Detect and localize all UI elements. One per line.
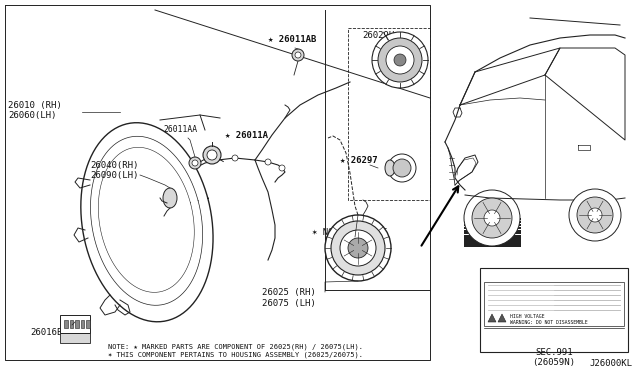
Text: HIGH VOLTAGE: HIGH VOLTAGE bbox=[510, 314, 545, 319]
Text: 26025 (RH): 26025 (RH) bbox=[262, 288, 316, 297]
Text: 26075 (LH): 26075 (LH) bbox=[262, 299, 316, 308]
Text: 26090(LH): 26090(LH) bbox=[90, 171, 138, 180]
Circle shape bbox=[388, 154, 416, 182]
Text: NOTE: ★ MARKED PARTS ARE COMPONENT OF 26025(RH) / 26075(LH).: NOTE: ★ MARKED PARTS ARE COMPONENT OF 26… bbox=[108, 343, 363, 350]
Text: ✶ THIS COMPONENT PERTAINS TO HOUSING ASSEMBLY (26025/26075).: ✶ THIS COMPONENT PERTAINS TO HOUSING ASS… bbox=[108, 351, 363, 357]
Polygon shape bbox=[488, 314, 496, 322]
Circle shape bbox=[340, 230, 376, 266]
Circle shape bbox=[378, 38, 422, 82]
Bar bbox=[81, 320, 84, 328]
Circle shape bbox=[394, 54, 406, 66]
Bar bbox=[480, 268, 628, 352]
Circle shape bbox=[331, 221, 385, 275]
Text: 26060(LH): 26060(LH) bbox=[8, 111, 56, 120]
Circle shape bbox=[348, 238, 368, 258]
Bar bbox=[60, 315, 90, 333]
Circle shape bbox=[203, 146, 221, 164]
Ellipse shape bbox=[385, 160, 395, 176]
Bar bbox=[484, 282, 624, 326]
Circle shape bbox=[569, 189, 621, 241]
Bar bbox=[60, 333, 90, 343]
Circle shape bbox=[464, 190, 520, 246]
Text: 26011AA: 26011AA bbox=[163, 125, 197, 134]
Circle shape bbox=[472, 198, 512, 238]
Text: 26016E: 26016E bbox=[30, 328, 62, 337]
Circle shape bbox=[292, 49, 304, 61]
Circle shape bbox=[189, 157, 201, 169]
Circle shape bbox=[265, 159, 271, 165]
Circle shape bbox=[192, 160, 198, 166]
Text: 26040(RH): 26040(RH) bbox=[90, 161, 138, 170]
Bar bbox=[64, 320, 67, 328]
Bar bbox=[86, 320, 90, 328]
Text: ★ 26297: ★ 26297 bbox=[340, 156, 378, 165]
Circle shape bbox=[325, 215, 391, 281]
Circle shape bbox=[577, 197, 613, 233]
Text: 26010 (RH): 26010 (RH) bbox=[8, 101, 61, 110]
Circle shape bbox=[207, 150, 217, 160]
Text: ★ 26011AB: ★ 26011AB bbox=[268, 35, 316, 44]
Bar bbox=[70, 320, 73, 328]
Circle shape bbox=[393, 159, 411, 177]
Circle shape bbox=[386, 46, 414, 74]
Ellipse shape bbox=[163, 188, 177, 208]
Text: ✶ NOT FOR SALE: ✶ NOT FOR SALE bbox=[312, 228, 387, 237]
Circle shape bbox=[279, 165, 285, 171]
Circle shape bbox=[372, 32, 428, 88]
Text: J26000KL: J26000KL bbox=[589, 359, 632, 368]
Text: SEC.991
(26059N): SEC.991 (26059N) bbox=[532, 348, 575, 368]
Text: 26029H: 26029H bbox=[362, 31, 394, 40]
Polygon shape bbox=[498, 314, 506, 322]
Circle shape bbox=[232, 155, 238, 161]
Circle shape bbox=[588, 208, 602, 222]
Circle shape bbox=[295, 52, 301, 58]
Bar bbox=[75, 320, 79, 328]
Circle shape bbox=[484, 210, 500, 226]
Text: WARNING: DO NOT DISASSEMBLE: WARNING: DO NOT DISASSEMBLE bbox=[510, 320, 588, 325]
Text: ★ 26011A: ★ 26011A bbox=[225, 131, 268, 140]
